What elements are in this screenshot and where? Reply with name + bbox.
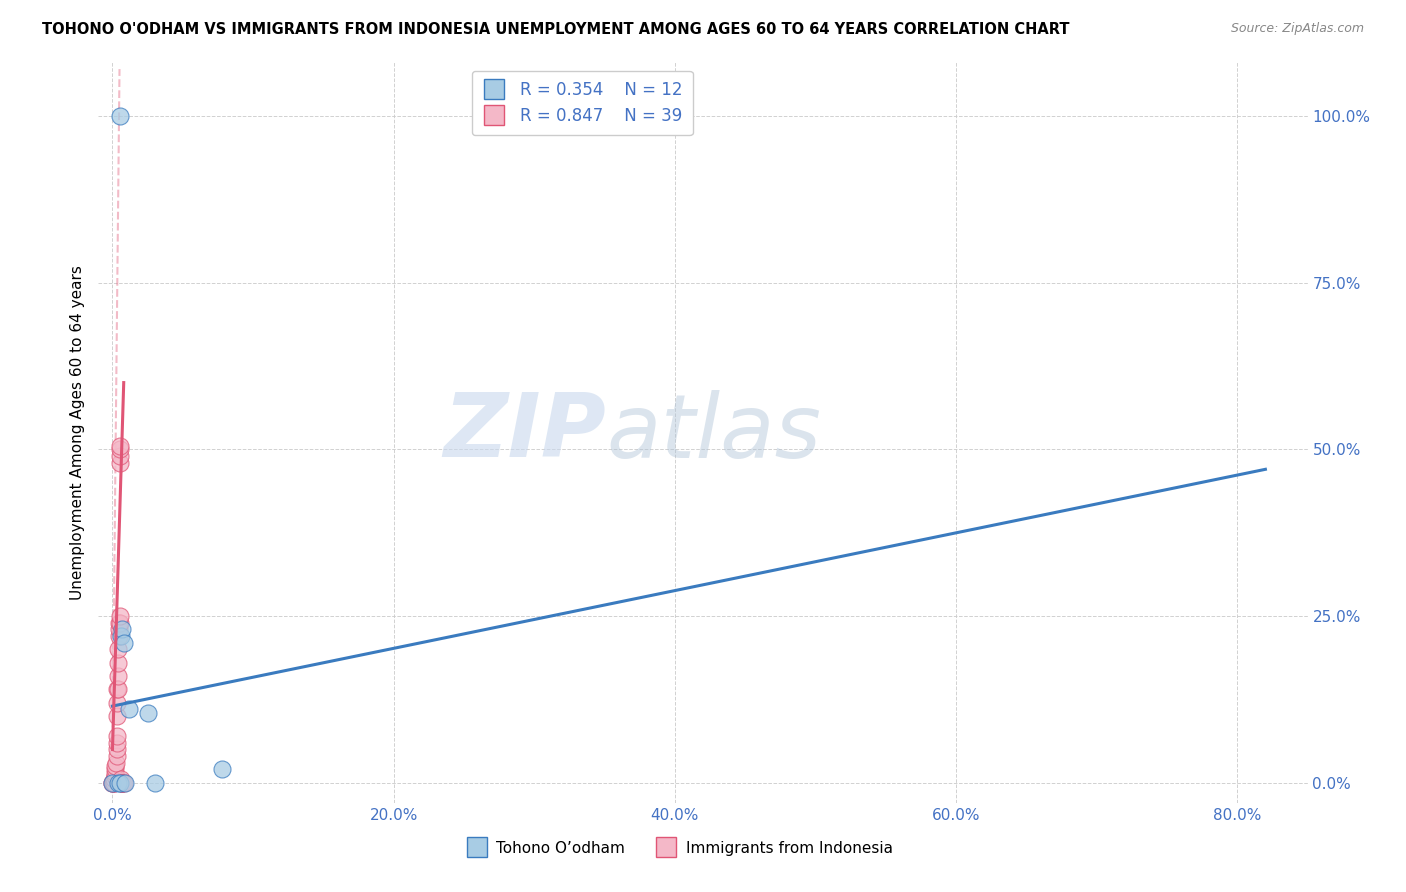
Point xyxy=(108,629,131,643)
Point xyxy=(105,736,128,750)
Point xyxy=(108,449,131,463)
Point xyxy=(107,682,129,697)
Text: Source: ZipAtlas.com: Source: ZipAtlas.com xyxy=(1230,22,1364,36)
Point xyxy=(108,609,131,624)
Point xyxy=(110,439,132,453)
Point xyxy=(105,749,128,764)
Point xyxy=(105,729,128,743)
Point xyxy=(105,756,128,770)
Point xyxy=(108,109,131,123)
Point xyxy=(101,776,124,790)
Point xyxy=(104,763,127,777)
Point xyxy=(107,642,129,657)
Point xyxy=(107,656,129,670)
Text: TOHONO O'ODHAM VS IMMIGRANTS FROM INDONESIA UNEMPLOYMENT AMONG AGES 60 TO 64 YEA: TOHONO O'ODHAM VS IMMIGRANTS FROM INDONE… xyxy=(42,22,1070,37)
Point xyxy=(110,773,132,788)
Point xyxy=(110,629,132,643)
Point xyxy=(101,776,124,790)
Point xyxy=(111,623,134,637)
Point xyxy=(103,776,125,790)
Point xyxy=(105,742,128,756)
Point xyxy=(103,776,125,790)
Point xyxy=(118,702,141,716)
Point xyxy=(103,776,125,790)
Point xyxy=(112,776,135,790)
Point xyxy=(108,615,131,630)
Point xyxy=(101,776,124,790)
Point xyxy=(108,456,131,470)
Point xyxy=(104,769,127,783)
Point xyxy=(107,696,129,710)
Point xyxy=(110,776,132,790)
Point xyxy=(110,442,132,457)
Point xyxy=(108,776,131,790)
Point xyxy=(111,776,132,790)
Y-axis label: Unemployment Among Ages 60 to 64 years: Unemployment Among Ages 60 to 64 years xyxy=(69,265,84,600)
Point xyxy=(105,709,128,723)
Point xyxy=(114,776,136,790)
Point xyxy=(111,776,132,790)
Text: ZIP: ZIP xyxy=(443,389,606,476)
Point xyxy=(110,772,132,787)
Point xyxy=(111,776,134,790)
Point xyxy=(104,765,127,780)
Point xyxy=(107,776,129,790)
Point xyxy=(108,623,131,637)
Point xyxy=(107,669,129,683)
Point xyxy=(136,706,159,720)
Point xyxy=(112,636,135,650)
Point xyxy=(111,776,134,790)
Point xyxy=(211,763,233,777)
Text: atlas: atlas xyxy=(606,390,821,475)
Point xyxy=(107,682,129,697)
Legend: R = 0.354    N = 12, R = 0.847    N = 39: R = 0.354 N = 12, R = 0.847 N = 39 xyxy=(471,70,693,135)
Point xyxy=(143,776,166,790)
Point xyxy=(103,772,125,787)
Point xyxy=(104,759,127,773)
Point xyxy=(108,615,131,630)
